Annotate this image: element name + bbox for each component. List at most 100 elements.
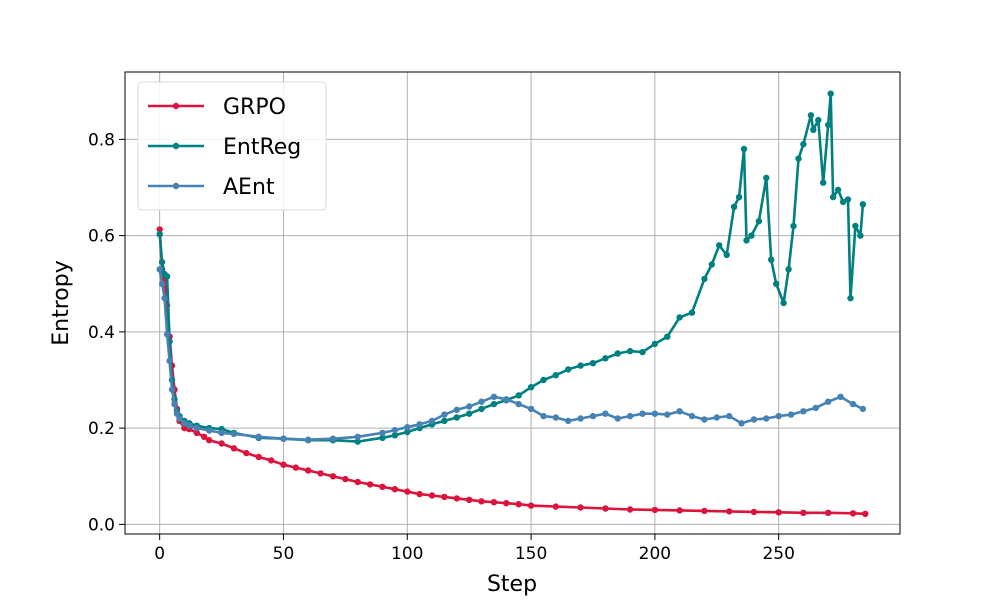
data-point-entreg: [515, 392, 522, 399]
data-point-entreg: [441, 417, 448, 425]
data-point-aent: [379, 429, 386, 437]
data-point-entreg: [163, 273, 171, 280]
data-point-aent: [416, 421, 423, 428]
data-point-entreg: [810, 126, 817, 133]
data-point-grpo: [862, 510, 869, 517]
data-point-grpo: [701, 507, 708, 515]
data-point-grpo: [181, 424, 188, 432]
data-point-grpo: [342, 475, 349, 483]
data-point-entreg: [827, 90, 834, 97]
data-point-entreg: [735, 193, 743, 201]
data-point-grpo: [515, 501, 522, 508]
data-point-aent: [664, 411, 671, 418]
data-point-aent: [763, 415, 770, 422]
data-point-entreg: [391, 432, 399, 439]
data-point-entreg: [379, 434, 386, 441]
data-point-aent: [163, 331, 171, 338]
y-axis-label: Entropy: [49, 260, 74, 345]
data-point-aent: [280, 435, 287, 442]
legend-marker-grpo: [172, 102, 180, 110]
data-point-aent: [812, 404, 819, 412]
data-point-grpo: [317, 470, 324, 477]
legend-label-grpo: GRPO: [223, 95, 286, 120]
data-point-grpo: [305, 467, 312, 474]
data-point-aent: [676, 408, 683, 415]
data-point-grpo: [354, 478, 361, 486]
data-point-entreg: [404, 428, 411, 436]
data-point-aent: [206, 427, 213, 434]
data-point-aent: [515, 400, 522, 408]
data-point-aent: [186, 422, 193, 429]
series-aent: [156, 266, 867, 443]
data-point-entreg: [839, 198, 847, 206]
x-tick-label: 250: [762, 544, 794, 564]
legend-label-entreg: EntReg: [223, 135, 301, 160]
data-point-entreg: [795, 155, 802, 162]
legend-item-entreg: EntReg: [148, 135, 301, 160]
data-point-entreg: [859, 201, 867, 208]
data-point-aent: [825, 398, 832, 405]
data-point-entreg: [800, 141, 807, 148]
data-point-grpo: [441, 493, 448, 501]
data-point-aent: [166, 357, 173, 364]
data-point-grpo: [676, 507, 683, 514]
data-point-aent: [305, 436, 312, 443]
y-tick-label: 0.2: [88, 419, 115, 439]
data-point-entreg: [589, 360, 597, 367]
data-point-aent: [176, 415, 183, 422]
data-point-entreg: [565, 366, 572, 373]
data-point-entreg: [815, 116, 822, 124]
data-point-grpo: [490, 499, 498, 506]
legend-item-grpo: GRPO: [148, 95, 286, 120]
data-point-grpo: [201, 433, 208, 440]
data-point-entreg: [825, 121, 832, 129]
x-axis-label: Step: [487, 572, 537, 597]
data-point-entreg: [785, 266, 792, 273]
legend-label-aent: AEnt: [223, 175, 275, 200]
data-point-aent: [161, 295, 168, 302]
data-point-aent: [404, 424, 411, 431]
data-point-grpo: [466, 496, 473, 503]
data-point-aent: [614, 415, 621, 422]
data-point-entreg: [688, 309, 696, 316]
data-point-aent: [726, 412, 733, 420]
legend-marker-aent: [172, 182, 180, 190]
data-point-entreg: [626, 347, 634, 355]
data-point-entreg: [807, 112, 815, 119]
data-point-grpo: [750, 508, 758, 516]
data-point-aent: [466, 403, 473, 410]
data-point-aent: [688, 412, 696, 420]
data-point-entreg: [540, 376, 547, 384]
data-point-entreg: [466, 410, 473, 417]
data-point-aent: [218, 429, 225, 437]
data-point-grpo: [416, 490, 423, 498]
data-point-entreg: [602, 355, 609, 362]
data-point-grpo: [156, 226, 163, 233]
data-point-grpo: [243, 449, 250, 457]
data-point-grpo: [280, 461, 287, 468]
data-point-entreg: [716, 242, 723, 249]
data-point-entreg: [748, 232, 755, 239]
data-point-entreg: [847, 295, 854, 302]
data-point-grpo: [218, 440, 225, 447]
x-tick-label: 200: [639, 544, 671, 564]
data-point-entreg: [354, 438, 361, 445]
data-point-aent: [490, 393, 498, 400]
data-point-grpo: [849, 510, 857, 517]
data-point-grpo: [800, 509, 807, 516]
data-point-aent: [354, 433, 361, 440]
data-point-aent: [552, 414, 559, 421]
data-point-aent: [173, 410, 181, 417]
data-point-entreg: [768, 256, 775, 263]
data-point-aent: [849, 400, 857, 408]
x-tick-label: 100: [391, 544, 423, 564]
data-point-aent: [565, 417, 572, 425]
data-point-aent: [651, 410, 659, 417]
data-point-grpo: [404, 488, 411, 495]
data-point-aent: [168, 386, 176, 393]
data-point-aent: [453, 406, 460, 413]
legend-item-aent: AEnt: [148, 175, 275, 200]
data-point-aent: [800, 408, 807, 415]
y-tick-label: 0.0: [88, 515, 115, 535]
